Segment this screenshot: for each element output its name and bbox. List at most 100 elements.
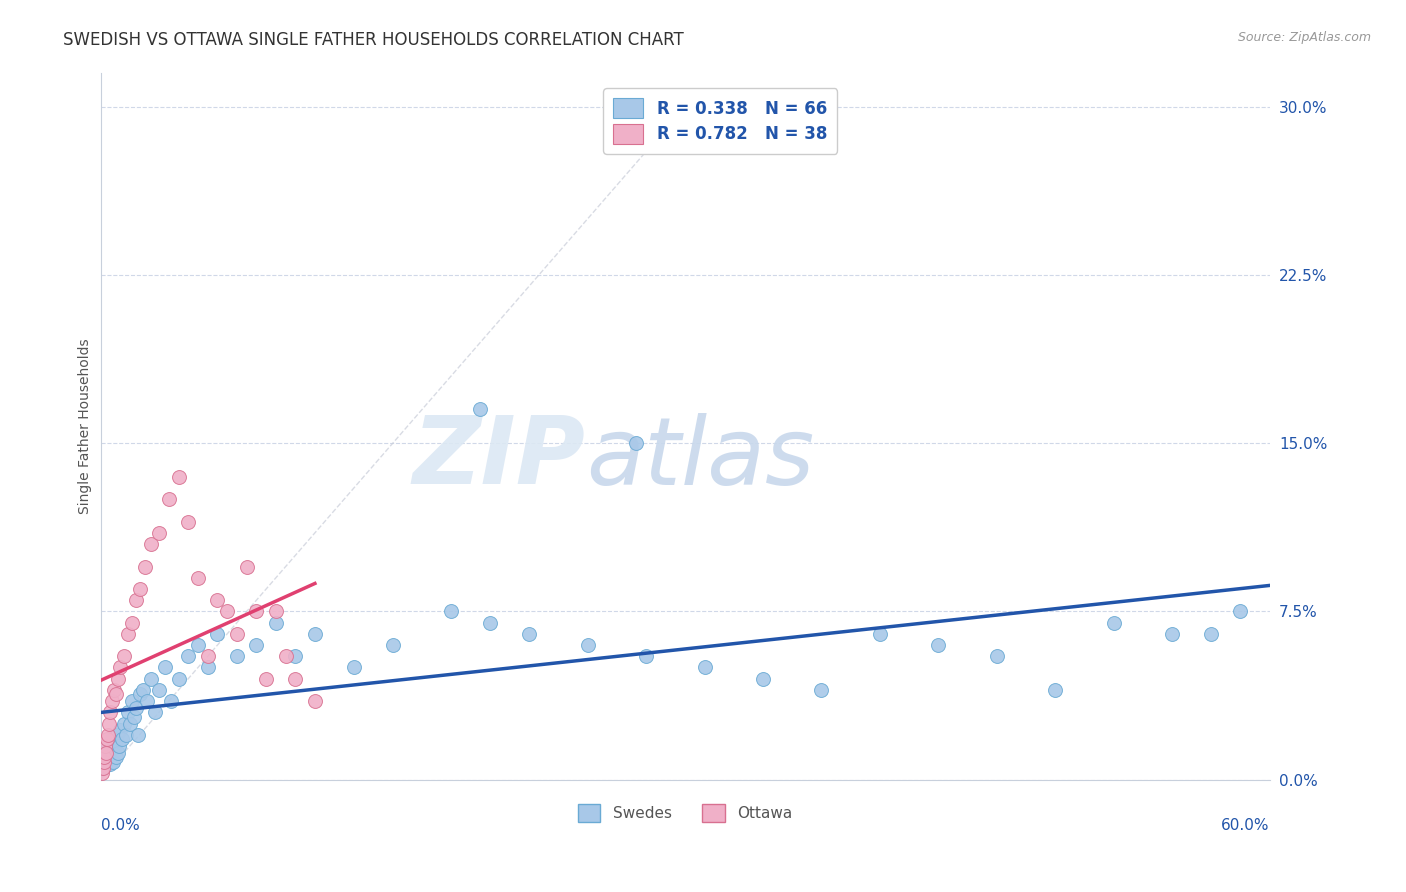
Point — [128, 687, 150, 701]
Point — [153, 660, 176, 674]
Point — [927, 638, 949, 652]
Point — [128, 582, 150, 596]
Point — [124, 593, 146, 607]
Point — [626, 436, 648, 450]
Point — [97, 739, 120, 753]
Point — [98, 716, 121, 731]
Point — [470, 402, 492, 417]
Point — [98, 747, 121, 762]
Text: atlas: atlas — [586, 413, 814, 504]
Point — [127, 728, 149, 742]
Point — [235, 559, 257, 574]
Point — [226, 627, 249, 641]
Point — [136, 694, 159, 708]
Point — [96, 746, 118, 760]
Point — [108, 739, 131, 753]
Point — [207, 627, 229, 641]
Point — [90, 765, 112, 780]
Point — [107, 672, 129, 686]
Point — [1102, 615, 1125, 630]
Point — [197, 649, 219, 664]
Text: Source: ZipAtlas.com: Source: ZipAtlas.com — [1237, 31, 1371, 45]
Point — [143, 706, 166, 720]
Point — [187, 571, 209, 585]
Point — [112, 716, 135, 731]
Point — [121, 615, 143, 630]
Point — [167, 470, 190, 484]
Point — [264, 615, 287, 630]
Point — [93, 755, 115, 769]
Point — [112, 649, 135, 664]
Point — [93, 750, 115, 764]
Point — [101, 732, 124, 747]
Point — [636, 649, 658, 664]
Text: SWEDISH VS OTTAWA SINGLE FATHER HOUSEHOLDS CORRELATION CHART: SWEDISH VS OTTAWA SINGLE FATHER HOUSEHOL… — [63, 31, 685, 49]
Point — [96, 746, 118, 760]
Point — [381, 638, 404, 652]
Point — [304, 694, 326, 708]
Point — [869, 627, 891, 641]
Point — [94, 759, 117, 773]
Point — [187, 638, 209, 652]
Point — [284, 672, 307, 686]
Point — [94, 739, 117, 753]
Point — [245, 604, 267, 618]
Point — [115, 728, 138, 742]
Point — [103, 682, 125, 697]
Point — [107, 746, 129, 760]
Point — [96, 752, 118, 766]
Point — [93, 755, 115, 769]
Point — [134, 559, 156, 574]
Text: 0.0%: 0.0% — [101, 819, 139, 833]
Point — [148, 682, 170, 697]
Point — [1161, 627, 1184, 641]
Point — [93, 750, 115, 764]
Point — [440, 604, 463, 618]
Point — [91, 761, 114, 775]
Point — [148, 525, 170, 540]
Point — [105, 750, 128, 764]
Point — [103, 741, 125, 756]
Point — [141, 672, 163, 686]
Point — [693, 660, 716, 674]
Point — [245, 638, 267, 652]
Text: 60.0%: 60.0% — [1220, 819, 1270, 833]
Point — [96, 732, 118, 747]
Point — [576, 638, 599, 652]
Point — [254, 672, 277, 686]
Point — [159, 694, 181, 708]
Point — [986, 649, 1008, 664]
Point — [752, 672, 775, 686]
Point — [98, 706, 121, 720]
Point — [132, 682, 155, 697]
Point — [101, 694, 124, 708]
Point — [103, 755, 125, 769]
Point — [111, 732, 134, 747]
Point — [207, 593, 229, 607]
Point — [264, 604, 287, 618]
Point — [100, 743, 122, 757]
Text: ZIP: ZIP — [413, 412, 586, 504]
Point — [118, 716, 141, 731]
Point — [1199, 627, 1222, 641]
Point — [122, 710, 145, 724]
Point — [105, 728, 128, 742]
Point — [1229, 604, 1251, 618]
Point — [121, 694, 143, 708]
Point — [104, 737, 127, 751]
Point — [108, 660, 131, 674]
Point — [274, 649, 297, 664]
Point — [217, 604, 239, 618]
Point — [479, 615, 502, 630]
Point — [810, 682, 832, 697]
Point — [141, 537, 163, 551]
Point — [1045, 682, 1067, 697]
Point — [226, 649, 249, 664]
Y-axis label: Single Father Households: Single Father Households — [79, 338, 93, 514]
Point — [124, 701, 146, 715]
Point — [98, 756, 121, 771]
Point — [343, 660, 366, 674]
Point — [517, 627, 540, 641]
Point — [177, 649, 200, 664]
Legend: Swedes, Ottawa: Swedes, Ottawa — [571, 797, 799, 829]
